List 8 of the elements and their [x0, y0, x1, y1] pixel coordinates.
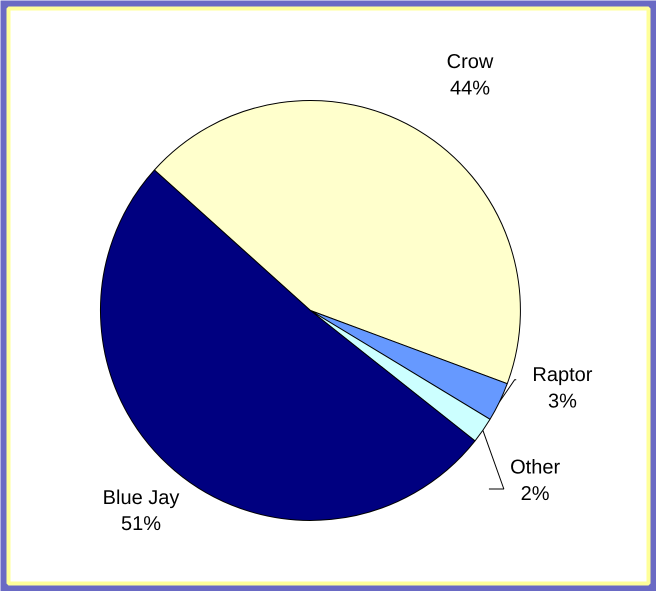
slice-label: Crow	[446, 51, 494, 74]
data-label: 51%	[121, 513, 162, 536]
slice-label: Raptor	[532, 364, 593, 386]
data-label: 2%	[520, 482, 550, 505]
slice-label: Other	[510, 456, 560, 478]
data-label: 3%	[548, 390, 578, 412]
data-label: 44%	[450, 77, 490, 100]
slice-label: Blue Jay	[102, 486, 180, 509]
